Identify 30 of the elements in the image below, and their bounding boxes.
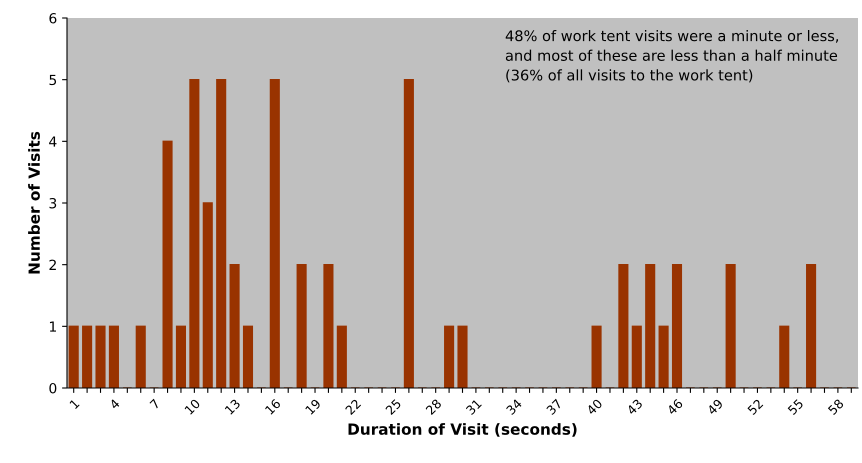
x-tick-label: 4	[109, 398, 120, 410]
y-tick-label: 3	[50, 198, 56, 208]
y-tick-label: 1	[50, 321, 56, 332]
x-tick-label: 31	[465, 398, 482, 416]
x-tick-label: 10	[184, 398, 201, 415]
x-axis-title: Duration of Visit (seconds)	[348, 423, 577, 437]
y-tick-label: 5	[50, 74, 56, 86]
x-tick-label: 46	[666, 398, 684, 416]
x-tick-label: 13	[224, 398, 241, 415]
x-tick-label: 52	[747, 398, 764, 416]
x-tick-label: 40	[586, 398, 603, 416]
y-tick-label: 2	[49, 260, 56, 270]
x-tick-label: 49	[706, 398, 724, 416]
x-tick-label: 7	[150, 398, 160, 410]
x-tick-label: 19	[304, 398, 322, 415]
y-axis-title: Number of Visits	[28, 132, 40, 274]
x-tick-label: 55	[787, 398, 804, 416]
x-tick-label: 28	[425, 398, 442, 416]
x-tick-label: 43	[626, 398, 643, 416]
x-tick-label: 34	[506, 398, 522, 416]
y-tick-label: 4	[49, 136, 56, 147]
x-tick-label: 22	[344, 398, 362, 416]
x-tick-label: 25	[385, 398, 402, 416]
annotation: 48% of work tent visits were a minute or less, and most of these are less than a half minute (36% of all visits to the work tent)	[506, 30, 838, 82]
x-tick-label: 16	[264, 398, 282, 415]
y-tick-label: 6	[49, 12, 56, 24]
x-tick-label: 37	[546, 398, 562, 416]
y-tick-label: 0	[49, 382, 56, 394]
x-tick-label: 1	[69, 398, 80, 410]
x-tick-label: 58	[827, 398, 844, 416]
